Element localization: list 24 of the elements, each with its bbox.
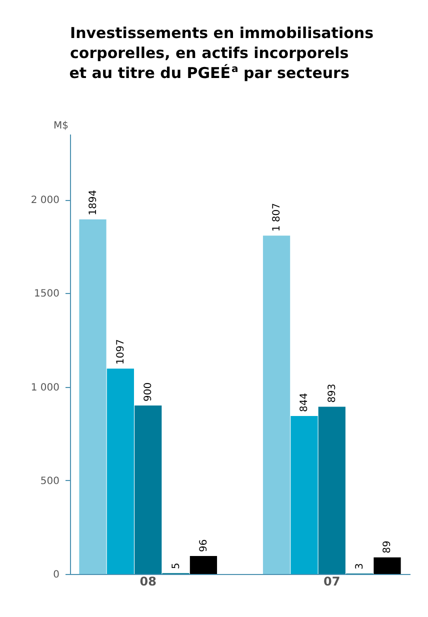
y-axis-title: M$ <box>54 120 68 132</box>
data-label: 3 <box>354 563 366 570</box>
data-label: 1097 <box>115 339 126 365</box>
bar <box>106 368 134 574</box>
data-label: 96 <box>198 539 210 552</box>
y-tick-label: 500 <box>40 476 60 487</box>
data-label: 5 <box>170 562 182 570</box>
bar <box>262 236 290 574</box>
y-tick-label: 1500 <box>34 288 60 300</box>
data-label: 900 <box>143 382 154 402</box>
data-label: 89 <box>382 540 394 554</box>
x-tick-label: 08 <box>140 574 156 588</box>
y-tick-label: 0 <box>53 570 60 580</box>
bar <box>374 557 401 574</box>
bar <box>79 219 106 574</box>
y-tick-label: 2 000 <box>30 195 60 206</box>
y-tick-label: 1 000 <box>30 382 60 394</box>
data-label: 893 <box>326 384 338 403</box>
x-tick-label: 07 <box>324 574 340 588</box>
data-label: 1 807 <box>272 203 283 232</box>
bar <box>190 556 218 574</box>
data-label: 1894 <box>88 190 99 216</box>
bar <box>290 416 318 574</box>
data-label: 844 <box>299 392 310 412</box>
